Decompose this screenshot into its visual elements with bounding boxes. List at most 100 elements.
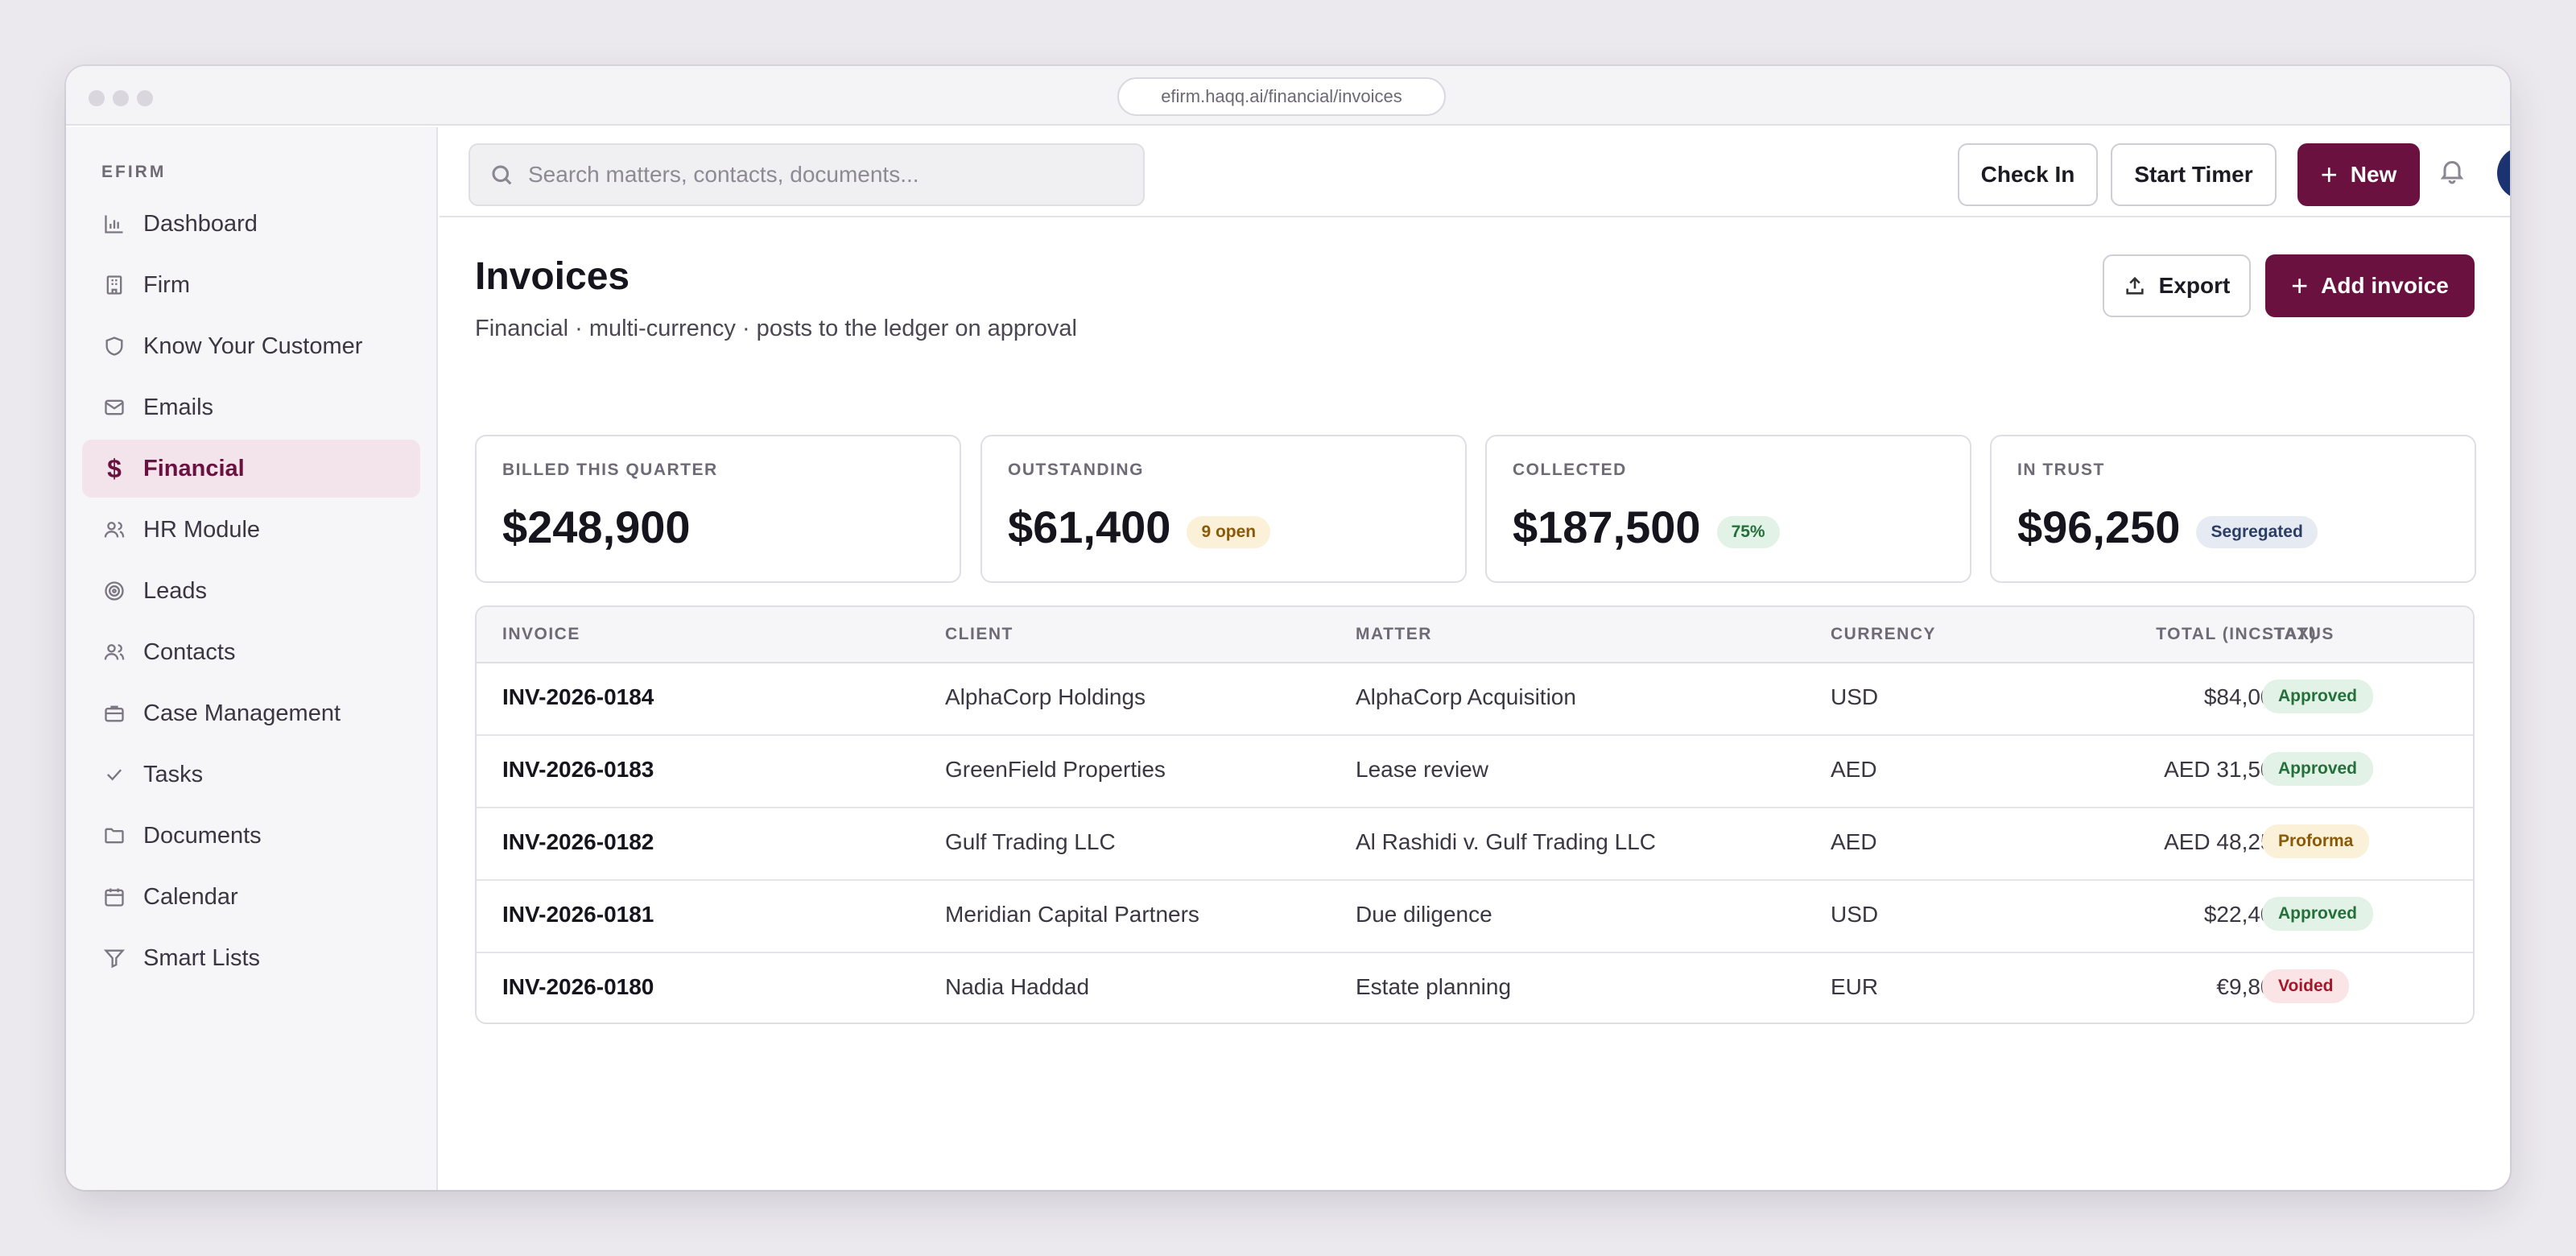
sidebar-item-contacts[interactable]: Contacts <box>82 623 420 681</box>
table-header: INVOICE CLIENT MATTER CURRENCY TOTAL (IN… <box>477 607 2473 663</box>
column-header-status[interactable]: STATUS <box>2262 625 2334 643</box>
client-name: Gulf Trading LLC <box>945 829 1116 854</box>
column-header-currency[interactable]: CURRENCY <box>1831 625 1937 643</box>
column-header-client[interactable]: CLIENT <box>945 625 1013 643</box>
sidebar-item-label: Leads <box>143 577 208 604</box>
search-input[interactable] <box>528 162 1140 188</box>
table-row[interactable]: INV-2026-0181 Meridian Capital Partners … <box>477 881 2473 953</box>
stat-label: OUTSTANDING <box>1008 461 1144 479</box>
segregated-badge: Segregated <box>2196 515 2318 548</box>
client-name: GreenField Properties <box>945 757 1166 782</box>
briefcase-icon <box>101 700 127 726</box>
window-minimize-dot[interactable] <box>113 90 129 106</box>
dollar-icon: $ <box>107 453 122 483</box>
mail-icon <box>101 395 127 420</box>
stat-value: $248,900 <box>502 502 691 552</box>
export-button-label: Export <box>2158 273 2231 298</box>
table-row[interactable]: INV-2026-0184 AlphaCorp Holdings AlphaCo… <box>477 663 2473 736</box>
plus-icon: + <box>2320 158 2338 191</box>
status-badge: Approved <box>2262 680 2374 713</box>
sidebar-item-label: Contacts <box>143 638 236 665</box>
status-badge: Proforma <box>2262 824 2370 858</box>
sidebar-item-firm[interactable]: Firm <box>82 256 420 314</box>
sidebar-item-label: Know Your Customer <box>143 333 363 359</box>
status-badge: Approved <box>2262 897 2374 931</box>
sidebar-item-tasks[interactable]: Tasks <box>82 746 420 804</box>
sidebar-item-calendar[interactable]: Calendar <box>82 868 420 926</box>
filter-icon <box>101 945 127 971</box>
contacts-icon <box>101 639 127 665</box>
client-name: AlphaCorp Holdings <box>945 684 1146 709</box>
folder-icon <box>101 823 127 849</box>
invoice-number[interactable]: INV-2026-0180 <box>502 974 654 999</box>
invoice-number[interactable]: INV-2026-0184 <box>502 684 654 709</box>
page-title: Invoices <box>475 255 630 298</box>
stat-value-wrap: $61,400 9 open <box>1008 501 1271 553</box>
sidebar-item-leads[interactable]: Leads <box>82 562 420 620</box>
sidebar-item-case-management[interactable]: Case Management <box>82 684 420 742</box>
search-box[interactable] <box>469 143 1145 206</box>
sidebar: EFIRM Dashboard Firm Know Your Customer … <box>66 127 438 1190</box>
notifications-bell-icon[interactable] <box>2438 156 2471 190</box>
stat-value-wrap: $187,500 75% <box>1513 501 1780 553</box>
matter-name: Due diligence <box>1356 902 1492 927</box>
address-bar[interactable]: efirm.haqq.ai/financial/invoices <box>1117 77 1446 116</box>
matter-name: Lease review <box>1356 757 1488 782</box>
page-subtitle: Financial · multi-currency · posts to th… <box>475 316 1077 341</box>
main-content: Invoices Financial · multi-currency · po… <box>440 219 2510 1190</box>
upload-icon <box>2126 276 2144 295</box>
matter-name: Al Rashidi v. Gulf Trading LLC <box>1356 829 1656 854</box>
stat-value: $61,400 <box>1008 502 1171 552</box>
sidebar-item-label: Tasks <box>143 761 204 787</box>
window-maximize-dot[interactable] <box>137 90 153 106</box>
sidebar-item-dashboard[interactable]: Dashboard <box>82 195 420 253</box>
sidebar-item-label: Financial <box>143 455 245 481</box>
column-header-invoice[interactable]: INVOICE <box>502 625 580 643</box>
shield-icon <box>101 333 127 359</box>
currency: AED <box>1831 829 1877 854</box>
sidebar-item-kyc[interactable]: Know Your Customer <box>82 317 420 375</box>
currency: EUR <box>1831 974 1879 999</box>
stat-value-wrap: $248,900 <box>502 501 691 553</box>
building-icon <box>101 272 127 298</box>
invoice-number[interactable]: INV-2026-0181 <box>502 902 654 927</box>
table-row[interactable]: INV-2026-0180 Nadia Haddad Estate planni… <box>477 953 2473 1023</box>
column-header-matter[interactable]: MATTER <box>1356 625 1432 643</box>
stat-value-wrap: $96,250 Segregated <box>2017 501 2318 553</box>
matter-name: AlphaCorp Acquisition <box>1356 684 1576 709</box>
table-row[interactable]: INV-2026-0183 GreenField Properties Leas… <box>477 736 2473 808</box>
sidebar-item-hr-module[interactable]: HR Module <box>82 501 420 559</box>
stat-label: BILLED THIS QUARTER <box>502 461 718 479</box>
search-icon <box>492 165 512 185</box>
sidebar-item-smart-lists[interactable]: Smart Lists <box>82 929 420 987</box>
browser-titlebar: efirm.haqq.ai/financial/invoices <box>66 66 2510 126</box>
open-count-badge: 9 open <box>1187 515 1271 548</box>
invoice-number[interactable]: INV-2026-0182 <box>502 829 654 854</box>
currency: USD <box>1831 902 1879 927</box>
user-avatar[interactable]: SM <box>2497 147 2510 200</box>
client-name: Meridian Capital Partners <box>945 902 1199 927</box>
top-bar: Check In Start Timer + New SM <box>440 127 2510 217</box>
new-button[interactable]: + New <box>2297 143 2420 206</box>
sidebar-item-emails[interactable]: Emails <box>82 378 420 436</box>
stat-label: COLLECTED <box>1513 461 1627 479</box>
calendar-icon <box>101 884 127 910</box>
check-in-button[interactable]: Check In <box>1958 143 2098 206</box>
sidebar-item-financial[interactable]: $ Financial <box>82 440 420 498</box>
stat-value: $187,500 <box>1513 502 1701 552</box>
invoice-number[interactable]: INV-2026-0183 <box>502 757 654 782</box>
table-row[interactable]: INV-2026-0182 Gulf Trading LLC Al Rashid… <box>477 808 2473 881</box>
export-button[interactable]: Export <box>2103 254 2251 317</box>
window-close-dot[interactable] <box>89 90 105 106</box>
start-timer-button[interactable]: Start Timer <box>2111 143 2277 206</box>
add-invoice-button[interactable]: + Add invoice <box>2265 254 2475 317</box>
target-icon <box>101 578 127 604</box>
currency: AED <box>1831 757 1877 782</box>
sidebar-item-documents[interactable]: Documents <box>82 807 420 865</box>
add-invoice-label: Add invoice <box>2321 273 2449 298</box>
stat-card-outstanding: OUTSTANDING $61,400 9 open <box>980 435 1467 583</box>
app-window: efirm.haqq.ai/financial/invoices EFIRM D… <box>66 66 2510 1190</box>
column-header-total[interactable]: TOTAL (INC. TAX) <box>2156 625 2317 643</box>
status-badge: Approved <box>2262 752 2374 786</box>
check-icon <box>101 762 127 787</box>
